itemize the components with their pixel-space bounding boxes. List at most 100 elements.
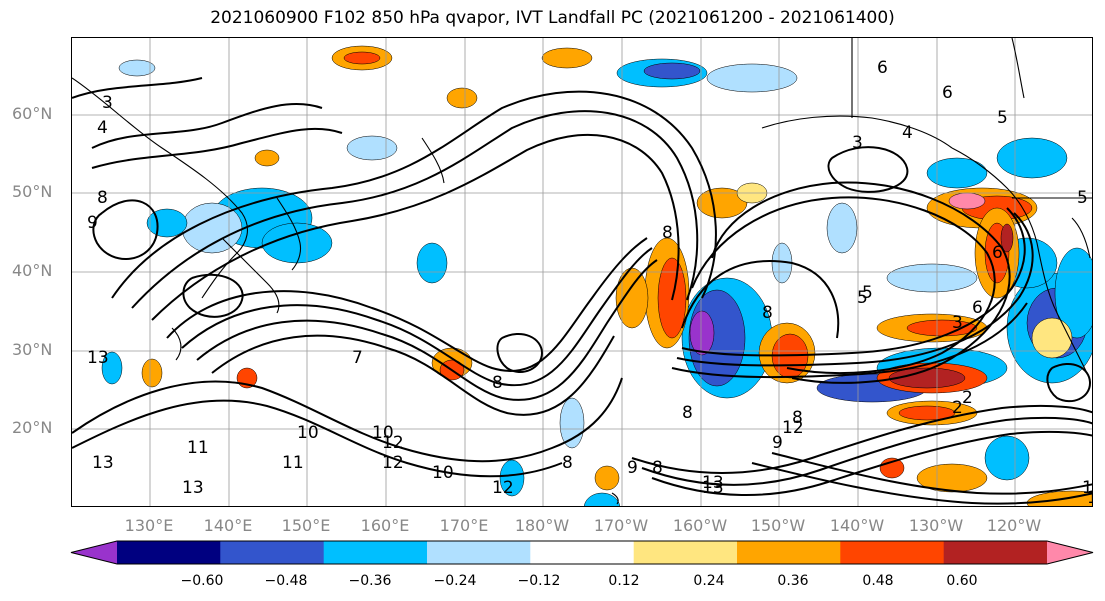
ivt-contours xyxy=(72,77,1092,505)
contour-line xyxy=(691,196,996,374)
contour-line xyxy=(211,334,615,416)
contour-label: 8 xyxy=(792,408,803,428)
colorbar xyxy=(70,540,1094,565)
coastline xyxy=(72,77,248,299)
colorbar-cell xyxy=(633,541,738,564)
contour-line xyxy=(92,199,159,260)
lat-label-30n: 30°N xyxy=(12,340,53,359)
contour-label: 6 xyxy=(972,298,983,318)
shade-blob xyxy=(826,202,858,254)
contour-label: 8 xyxy=(682,403,693,423)
contour-label: 6 xyxy=(992,243,1003,263)
contour-line xyxy=(681,260,840,339)
contour-line xyxy=(751,462,1092,505)
contour-line xyxy=(166,237,648,372)
contour-label: 7 xyxy=(352,348,363,368)
shade-blob xyxy=(1031,317,1073,359)
shade-blob xyxy=(1000,223,1014,253)
contour-label: 8 xyxy=(652,458,663,478)
contour-label: 10 xyxy=(297,423,319,443)
contour-line xyxy=(651,430,1092,496)
contour-label: 13 xyxy=(182,478,204,498)
contour-label: 8 xyxy=(662,223,673,243)
shade-blob xyxy=(141,358,163,388)
lat-label-20n: 20°N xyxy=(12,418,53,437)
contour-line xyxy=(182,273,244,318)
shade-blob xyxy=(888,367,966,389)
colorbar-cell xyxy=(840,541,945,564)
colorbar-cell xyxy=(323,541,428,564)
coastline xyxy=(276,197,302,271)
colorbar-extend-low xyxy=(71,541,117,564)
contour-label: 8 xyxy=(97,188,108,208)
contour-label: 5 xyxy=(862,283,873,303)
contour-label: 10 xyxy=(432,463,454,483)
shade-blob xyxy=(446,87,478,109)
shade-blob xyxy=(594,465,620,491)
contour-label: 13 xyxy=(702,478,724,498)
lon-label-130e: 130°E xyxy=(124,516,174,535)
colorbar-cell xyxy=(427,541,531,564)
map-panel[interactable]: 3 4 8 9 3 5 6 8 13 13 12 10 7 11 10 8 13 12 11 10 12 13 8 8 9 9 8 8… xyxy=(71,37,1093,507)
contour-line xyxy=(631,404,1092,474)
lon-label-160e: 160°E xyxy=(360,516,410,535)
coastline xyxy=(1011,38,1025,99)
contour-label: 11 xyxy=(282,453,304,473)
contour-line xyxy=(196,259,658,401)
shade-blob xyxy=(343,51,381,65)
coastline xyxy=(221,237,280,314)
contour-line xyxy=(711,181,1011,384)
shade-blob xyxy=(416,242,448,284)
contour-line xyxy=(72,377,623,463)
shade-blob xyxy=(996,137,1068,179)
contour-line xyxy=(827,146,909,193)
contour-line xyxy=(681,207,1026,357)
colorbar-tick-label: −0.60 xyxy=(180,573,224,589)
colorbar-cell xyxy=(737,541,841,564)
contour-label: 13 xyxy=(702,473,724,493)
contour-label: 12 xyxy=(382,453,404,473)
colorbar-tick-label: 0.48 xyxy=(862,573,894,589)
contour-line xyxy=(111,90,717,299)
coastline xyxy=(951,147,1088,374)
contour-label: 2 xyxy=(962,388,973,408)
contour-label: 13 xyxy=(87,348,109,368)
contour-label: 3 xyxy=(102,93,113,113)
contour-line xyxy=(671,302,1028,379)
shade-blob xyxy=(254,149,280,167)
contour-label: 11 xyxy=(187,438,209,458)
coastlines xyxy=(72,38,1092,505)
coastline xyxy=(421,137,445,184)
lon-label-150e: 150°E xyxy=(281,516,331,535)
shade-blob xyxy=(696,187,748,219)
contour-label: 9 xyxy=(627,458,638,478)
colorbar-tick-label: −0.48 xyxy=(264,573,308,589)
shade-blob xyxy=(916,463,988,493)
lon-label-180w: 180°W xyxy=(514,516,570,535)
contour-label: 8 xyxy=(492,373,503,393)
contour-label: 13 xyxy=(1087,488,1093,507)
shade-blob xyxy=(898,405,956,421)
colorbar-cell xyxy=(530,541,635,564)
shade-blob xyxy=(926,157,988,189)
lat-label-50n: 50°N xyxy=(12,182,53,201)
lon-label-120w: 120°W xyxy=(986,516,1042,535)
colorbar-tick-label: −0.36 xyxy=(348,573,392,589)
shade-blob xyxy=(689,310,715,356)
shade-blob xyxy=(886,263,978,293)
contour-label: 6 xyxy=(942,83,953,103)
shade-blob xyxy=(984,435,1030,481)
contour-line xyxy=(91,127,343,169)
contour-line xyxy=(496,333,544,373)
colorbar-cell xyxy=(220,541,325,564)
lat-label-40n: 40°N xyxy=(12,261,53,280)
shade-blob xyxy=(615,267,649,329)
contour-line xyxy=(72,77,203,99)
contour-label: 12 xyxy=(382,433,404,453)
shade-blob xyxy=(499,459,525,497)
colorbar-cell xyxy=(117,541,221,564)
contour-line xyxy=(1046,363,1092,403)
shade-blob xyxy=(948,192,986,210)
contour-label: 3 xyxy=(852,133,863,153)
